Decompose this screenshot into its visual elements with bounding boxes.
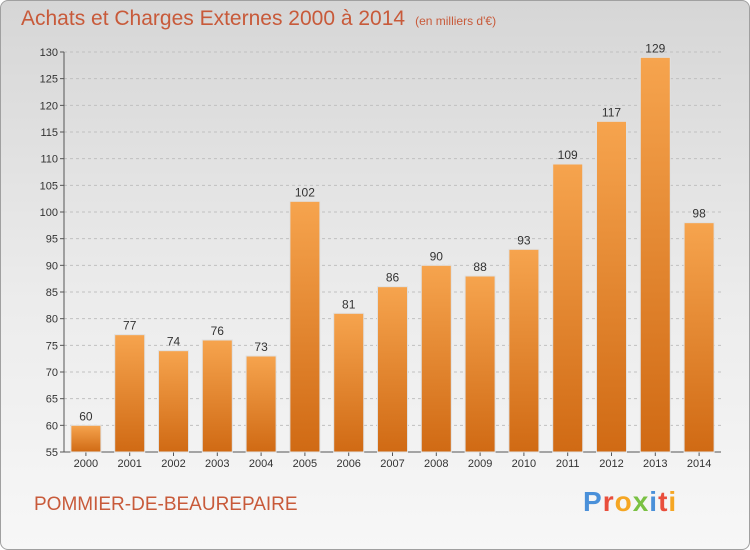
x-tick-label-2011: 2011 — [556, 458, 580, 470]
value-label-2004: 73 — [254, 340, 268, 354]
y-tick-label: 65 — [46, 394, 58, 406]
bar-2010 — [508, 248, 540, 453]
bar-2013 — [639, 56, 671, 453]
bar-2003 — [201, 339, 233, 453]
x-tick-label-2005: 2005 — [293, 458, 317, 470]
y-tick-label: 80 — [46, 314, 58, 326]
x-tick-label-2009: 2009 — [468, 458, 492, 470]
bars — [70, 56, 715, 453]
logo-letter: x — [632, 486, 650, 517]
y-tick-label: 130 — [40, 47, 58, 59]
y-tick-label: 115 — [40, 127, 58, 139]
y-tick-label: 70 — [46, 367, 58, 379]
x-tick-label-2014: 2014 — [687, 458, 711, 470]
logo-letter: i — [649, 486, 659, 517]
x-tick-label-2000: 2000 — [74, 458, 98, 470]
y-tick-label: 120 — [40, 100, 58, 112]
logo-letter: i — [668, 486, 678, 517]
value-label-2008: 90 — [430, 249, 444, 263]
bar-2008 — [420, 264, 452, 453]
x-tick-label-2004: 2004 — [249, 458, 273, 470]
x-tick-label-2012: 2012 — [599, 458, 623, 470]
bar-2012 — [596, 120, 627, 453]
x-tick-label-2006: 2006 — [336, 458, 360, 470]
x-tick-label-2001: 2001 — [117, 458, 141, 470]
proxiti-logo[interactable]: Proxiti — [583, 486, 677, 518]
value-label-2002: 74 — [167, 335, 181, 349]
bar-2005 — [289, 200, 321, 453]
value-label-2003: 76 — [211, 324, 225, 338]
value-label-2012: 117 — [602, 105, 621, 119]
bar-2009 — [464, 275, 496, 453]
bar-2002 — [158, 350, 189, 453]
logo-letter: P — [583, 486, 603, 517]
x-tick-label-2010: 2010 — [512, 458, 536, 470]
unit-label: (en milliers d'€) — [415, 14, 497, 28]
value-label-2014: 98 — [692, 207, 706, 221]
value-label-2000: 60 — [79, 409, 93, 423]
y-tick-label: 90 — [46, 260, 58, 272]
value-label-2006: 81 — [342, 297, 356, 311]
bar-2011 — [552, 163, 584, 453]
y-tick-label: 75 — [46, 340, 58, 352]
y-tick-label: 110 — [40, 154, 58, 166]
commune-name: POMMIER-DE-BEAUREPAIRE — [34, 494, 298, 515]
chart-title-text: Achats et Charges Externes 2000 à 2014 — [21, 7, 406, 30]
x-tick-label-2002: 2002 — [161, 458, 185, 470]
x-tick-label-2013: 2013 — [643, 458, 667, 470]
y-tick-label: 100 — [40, 207, 58, 219]
y-tick-label: 85 — [46, 287, 58, 299]
value-label-2007: 86 — [386, 271, 400, 285]
logo-letter: r — [602, 486, 615, 517]
y-tick-label: 95 — [46, 234, 58, 246]
bar-2001 — [114, 334, 146, 453]
value-label-2001: 77 — [123, 319, 137, 333]
y-tick-label: 125 — [40, 74, 58, 86]
value-label-2009: 88 — [473, 260, 487, 274]
bar-2004 — [245, 355, 277, 453]
x-tick-label-2003: 2003 — [205, 458, 229, 470]
y-tick-label: 105 — [40, 180, 58, 192]
chart-title: Achats et Charges Externes 2000 à 2014 (e… — [21, 7, 496, 31]
x-tick-label-2008: 2008 — [424, 458, 448, 470]
y-tick-label: 55 — [46, 447, 58, 459]
value-label-2010: 93 — [517, 233, 531, 247]
y-tick-label: 60 — [46, 420, 58, 432]
x-tick-label-2007: 2007 — [380, 458, 404, 470]
bar-2007 — [377, 286, 408, 453]
bar-2000 — [70, 424, 102, 453]
bar-2014 — [683, 222, 715, 453]
value-label-2011: 109 — [558, 148, 578, 162]
bar-2006 — [333, 312, 365, 453]
value-label-2005: 102 — [295, 185, 315, 199]
value-label-2013: 129 — [645, 41, 665, 55]
logo-letter: o — [614, 486, 633, 517]
labels: 60 2000 77 2001 74 2002 76 2003 73 2004 102 2005 81 2… — [74, 41, 712, 470]
logo-letter: t — [658, 486, 669, 517]
